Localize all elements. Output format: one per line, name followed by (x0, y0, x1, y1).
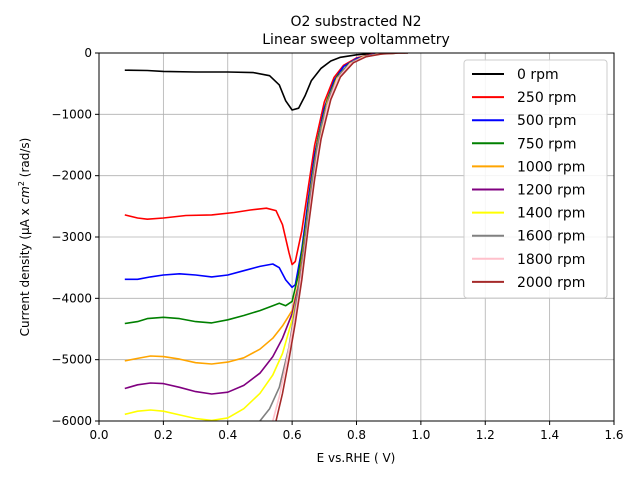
x-axis-ticks: 0.0 0.2 0.4 0.6 0.8 1.0 1.2 1.4 1.6 (89, 421, 624, 442)
y-axis-label-prefix: Current density (μA x (18, 204, 32, 336)
series-line-0-rpm (124, 53, 405, 111)
x-tick-label: 1.2 (476, 428, 495, 442)
y-tick-label: −4000 (51, 291, 92, 305)
legend: 0 rpm 250 rpm 500 rpm 750 rpm 1000 rpm 1200 r… (463, 59, 608, 299)
y-tick-label: −5000 (51, 353, 92, 367)
x-tick-label: 0.8 (347, 428, 366, 442)
y-axis-label-suffix: (rad/s) (18, 138, 32, 181)
legend-label: 1600 rpm (517, 229, 585, 245)
legend-label: 1200 rpm (517, 183, 585, 199)
legend-label: 500 rpm (517, 113, 576, 129)
y-axis-ticks: 0 −1000 −2000 −3000 −4000 −5000 −6000 (51, 46, 99, 428)
y-tick-label: −6000 (51, 414, 92, 428)
series-line-2000-rpm (275, 53, 409, 421)
x-tick-label: 0.6 (283, 428, 302, 442)
x-axis-label: E vs.RHE ( V) (317, 451, 396, 465)
y-axis-label: Current density (μA x cm2 (rad/s) (17, 138, 32, 337)
x-tick-label: 1.6 (604, 428, 623, 442)
series-group (124, 53, 409, 421)
legend-label: 0 rpm (517, 67, 559, 83)
y-tick-label: −1000 (51, 107, 92, 121)
chart-subtitle: Linear sweep voltammetry (262, 32, 450, 48)
legend-label: 1400 rpm (517, 206, 585, 222)
series-line-500-rpm (124, 53, 405, 289)
series-line-250-rpm (124, 53, 405, 266)
legend-label: 250 rpm (517, 90, 576, 106)
y-tick-label: −2000 (51, 169, 92, 183)
y-axis-label-unit: cm (18, 186, 32, 204)
x-tick-label: 1.4 (540, 428, 559, 442)
x-tick-label: 1.0 (411, 428, 430, 442)
legend-label: 1800 rpm (517, 252, 585, 268)
x-tick-label: 0.4 (218, 428, 237, 442)
legend-label: 2000 rpm (517, 275, 585, 291)
x-tick-label: 0.2 (154, 428, 173, 442)
legend-label: 750 rpm (517, 136, 576, 152)
legend-label: 1000 rpm (517, 159, 585, 175)
chart-title: O2 substracted N2 (290, 14, 421, 30)
x-tick-label: 0.0 (89, 428, 108, 442)
y-tick-label: 0 (84, 46, 92, 60)
y-axis-label-superscript: 2 (17, 181, 26, 186)
y-tick-label: −3000 (51, 230, 92, 244)
